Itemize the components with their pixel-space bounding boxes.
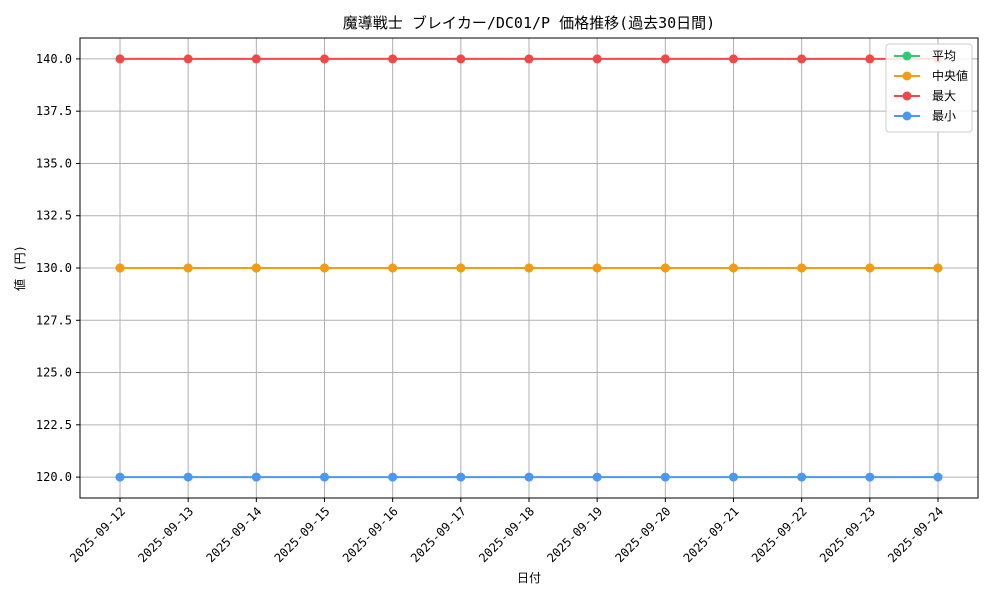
data-point [797, 54, 807, 64]
data-point [797, 472, 807, 482]
data-point [320, 472, 329, 482]
data-point [456, 263, 466, 273]
data-point [388, 472, 398, 482]
y-axis-label: 値 (円) [12, 245, 27, 291]
data-point [183, 263, 193, 273]
legend-label: 中央値 [932, 68, 968, 83]
legend-label: 平均 [932, 49, 956, 63]
data-point [183, 472, 193, 482]
series-最小 [115, 472, 943, 482]
data-point [729, 263, 738, 273]
y-tick-label: 120.0 [36, 470, 72, 484]
legend-label: 最大 [932, 89, 956, 103]
legend-item: 最小 [894, 109, 956, 123]
data-point [865, 263, 875, 273]
y-tick-label: 122.5 [36, 418, 72, 432]
y-tick-label: 137.5 [36, 104, 72, 118]
data-point [388, 54, 398, 64]
legend-marker [902, 111, 912, 121]
y-tick-label: 132.5 [36, 209, 72, 223]
legend-label: 最小 [932, 109, 956, 123]
y-tick-label: 135.0 [36, 156, 72, 170]
data-point [183, 54, 193, 64]
data-point [251, 54, 261, 64]
data-point [592, 54, 602, 64]
data-point [933, 263, 943, 273]
x-axis-label: 日付 [517, 571, 541, 585]
y-tick-label: 125.0 [36, 366, 72, 380]
data-point [865, 54, 875, 64]
data-point [592, 263, 602, 273]
series-中央値 [115, 263, 943, 273]
legend-item: 最大 [894, 89, 956, 103]
data-point [251, 263, 261, 273]
data-point [115, 54, 125, 64]
data-point [320, 54, 329, 64]
legend-item: 中央値 [894, 68, 968, 83]
y-tick-label: 130.0 [36, 261, 72, 275]
legend-box [885, 43, 973, 133]
data-point [524, 472, 534, 482]
data-point [524, 54, 534, 64]
legend-marker [902, 91, 912, 101]
legend-marker [902, 51, 912, 61]
data-point [388, 263, 398, 273]
data-point [660, 472, 670, 482]
data-point [865, 472, 875, 482]
data-point [115, 472, 125, 482]
data-point [592, 472, 602, 482]
data-point [933, 472, 943, 482]
legend-item: 平均 [894, 49, 956, 63]
y-tick-label: 140.0 [36, 52, 72, 66]
data-point [251, 472, 261, 482]
data-point [729, 472, 738, 482]
data-point [660, 54, 670, 64]
data-point [797, 263, 807, 273]
data-point [660, 263, 670, 273]
data-point [456, 472, 466, 482]
data-point [320, 263, 329, 273]
series-最大 [115, 54, 943, 64]
data-point [729, 54, 738, 64]
chart-title: 魔導戦士 ブレイカー/DC01/P 価格推移(過去30日間) [343, 14, 715, 32]
y-tick-label: 127.5 [36, 313, 72, 327]
data-point [524, 263, 534, 273]
data-point [456, 54, 466, 64]
data-point [115, 263, 125, 273]
legend-marker [902, 71, 912, 81]
